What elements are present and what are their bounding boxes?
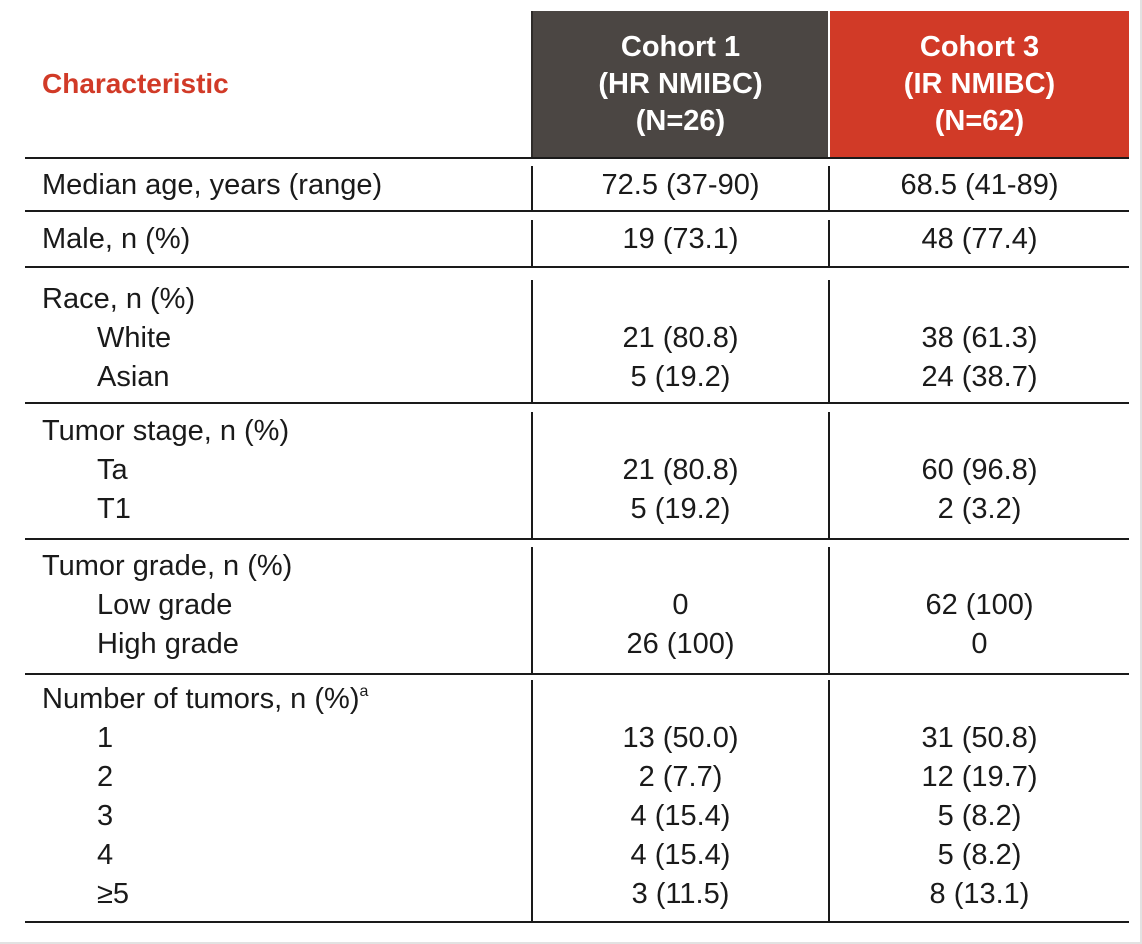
row-label: Race, n (%) (42, 283, 196, 315)
cohort1-values: 21 (80.8) 5 (19.2) (531, 280, 828, 402)
sub-label: Asian (97, 361, 170, 393)
table-row-race: Race, n (%) White Asian 21 (80.8) 5 (19.… (25, 266, 1129, 402)
cohort1-value: 0 (672, 589, 689, 621)
characteristic-header: Characteristic (42, 68, 229, 99)
cohort1-subtitle: (HR NMIBC) (598, 67, 763, 100)
table-row-median-age: Median age, years (range) 72.5 (37-90) 6… (25, 157, 1129, 210)
row-label-group: Tumor grade, n (%) Low grade High grade (25, 547, 531, 673)
row-label-group: Number of tumors, n (%)a 1 2 3 4 ≥5 (25, 680, 531, 921)
row-label: Median age, years (range) (42, 169, 383, 201)
cohort3-value: 24 (38.7) (921, 361, 1038, 393)
cohort3-value: 0 (971, 628, 988, 660)
table-row-tumor-grade: Tumor grade, n (%) Low grade High grade … (25, 538, 1129, 673)
characteristics-table: Characteristic Cohort 1 (HR NMIBC) (N=26… (25, 11, 1129, 923)
sub-label: White (97, 322, 172, 354)
cohort3-value: 5 (8.2) (937, 839, 1022, 871)
cohort1-value: 5 (19.2) (630, 361, 731, 393)
cohort3-values: 38 (61.3) 24 (38.7) (828, 280, 1129, 402)
footnote-marker: a (359, 683, 369, 700)
cohort1-header: Cohort 1 (HR NMIBC) (N=26) (531, 11, 828, 157)
cohort3-value: 60 (96.8) (921, 454, 1038, 486)
table-header: Characteristic Cohort 1 (HR NMIBC) (N=26… (25, 11, 1129, 157)
cohort3-value: 68.5 (41-89) (828, 166, 1129, 210)
sub-label: 2 (97, 761, 114, 793)
cohort1-value: 21 (80.8) (622, 322, 739, 354)
cohort1-value: 4 (15.4) (630, 800, 731, 832)
sub-label: ≥5 (97, 878, 130, 910)
sub-label: 3 (97, 800, 114, 832)
cohort3-title: Cohort 3 (919, 30, 1040, 63)
table-row-number-of-tumors: Number of tumors, n (%)a 1 2 3 4 ≥5 13 (… (25, 673, 1129, 923)
cohort1-value: 2 (7.7) (638, 761, 723, 793)
cohort1-values: 0 26 (100) (531, 547, 828, 673)
row-label: Male, n (%) (42, 223, 191, 255)
cohort1-n: (N=26) (635, 104, 726, 137)
cohort3-value: 12 (19.7) (921, 761, 1038, 793)
cohort3-value: 2 (3.2) (937, 493, 1022, 525)
cohort1-values: 21 (80.8) 5 (19.2) (531, 412, 828, 538)
row-label-line: Number of tumors, n (%)a (42, 680, 531, 719)
sub-label: Ta (97, 454, 128, 486)
cohort1-values: 13 (50.0) 2 (7.7) 4 (15.4) 4 (15.4) 3 (1… (531, 680, 828, 921)
table-row-tumor-stage: Tumor stage, n (%) Ta T1 21 (80.8) 5 (19… (25, 402, 1129, 538)
sub-label: 1 (97, 722, 114, 754)
cohort1-value: 3 (11.5) (631, 878, 730, 910)
table-row-male: Male, n (%) 19 (73.1) 48 (77.4) (25, 210, 1129, 266)
row-label: Tumor grade, n (%) (42, 550, 293, 582)
cohort1-value: 5 (19.2) (630, 493, 731, 525)
cohort1-value: 19 (73.1) (531, 220, 828, 266)
cohort3-value: 48 (77.4) (828, 220, 1129, 266)
sub-label: T1 (97, 493, 131, 525)
cohort1-value: 72.5 (37-90) (531, 166, 828, 210)
row-label: Number of tumors, n (%) (42, 683, 360, 715)
cohort1-title: Cohort 1 (620, 30, 741, 63)
sub-label: High grade (97, 628, 239, 660)
cohort3-values: 31 (50.8) 12 (19.7) 5 (8.2) 5 (8.2) 8 (1… (828, 680, 1129, 921)
row-label: Tumor stage, n (%) (42, 415, 290, 447)
cohort3-n: (N=62) (934, 104, 1025, 137)
cohort3-value: 5 (8.2) (937, 800, 1022, 832)
cohort3-header: Cohort 3 (IR NMIBC) (N=62) (828, 11, 1129, 157)
cohort3-value: 62 (100) (925, 589, 1034, 621)
sub-label: 4 (97, 839, 114, 871)
cohort3-subtitle: (IR NMIBC) (903, 67, 1056, 100)
cohort1-value: 21 (80.8) (622, 454, 739, 486)
cohort3-values: 60 (96.8) 2 (3.2) (828, 412, 1129, 538)
cohort1-value: 26 (100) (626, 628, 735, 660)
cohort3-value: 31 (50.8) (921, 722, 1038, 754)
row-label-group: Race, n (%) White Asian (25, 280, 531, 402)
cohort1-value: 13 (50.0) (622, 722, 739, 754)
cohort3-value: 8 (13.1) (929, 878, 1030, 910)
sub-label: Low grade (97, 589, 233, 621)
cohort1-value: 4 (15.4) (630, 839, 731, 871)
cohort3-value: 38 (61.3) (921, 322, 1038, 354)
row-label-group: Tumor stage, n (%) Ta T1 (25, 412, 531, 538)
cohort3-values: 62 (100) 0 (828, 547, 1129, 673)
